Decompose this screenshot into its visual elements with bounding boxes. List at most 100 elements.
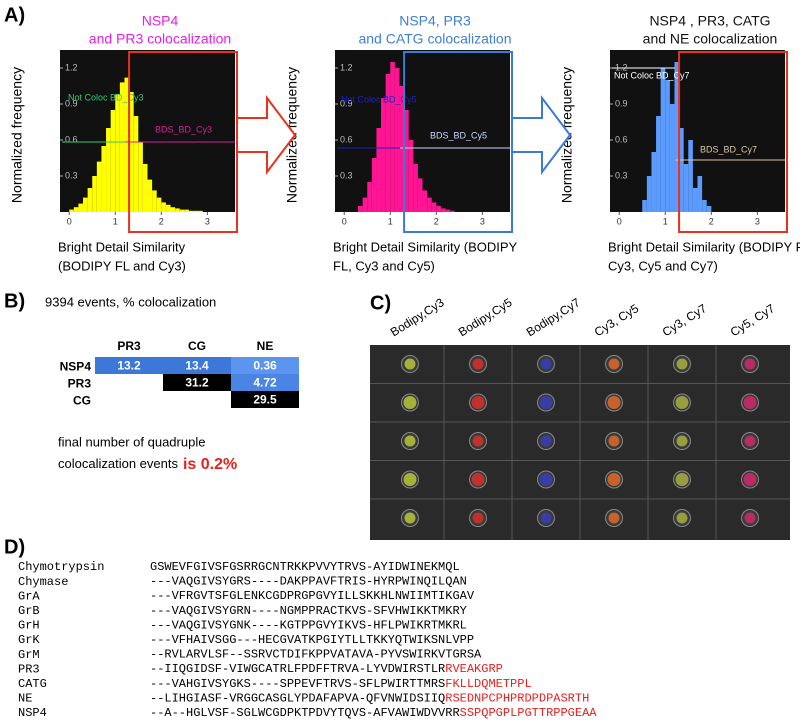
histogram-bar (106, 128, 111, 212)
histogram-bar (133, 116, 139, 212)
histogram-bar (198, 210, 203, 212)
histogram-bar (78, 203, 84, 212)
histogram-bar (381, 98, 386, 212)
cell-value: 29.5 (253, 393, 277, 407)
cell-stain (404, 435, 416, 447)
row-header: PR3 (68, 377, 92, 391)
histogram-bar (119, 82, 125, 213)
sequence: ---VAHGIVSYGKS----SPPEVFTRVS-SFLPWIRTTMR… (150, 677, 445, 691)
cell-stain (744, 512, 756, 524)
sequence-line: --LIHGIASF-VRGGCASGLYPDAFAPVA-QFVNWIDSII… (150, 692, 589, 706)
column-header: PR3 (117, 339, 141, 353)
note-highlight: is 0.2% (183, 456, 237, 473)
row-header: NSP4 (60, 360, 92, 374)
sequence-name: NSP4 (18, 706, 47, 720)
cell-stain (403, 396, 417, 409)
x-axis-label: FL, Cy3 and Cy5) (333, 258, 435, 273)
sequence: --A--HGLVSF-SGLWCGDPKTPDVYTQVS-AFVAWIWDV… (150, 706, 460, 720)
x-axis-label: Bright Detail Similarity (BODIPY (333, 239, 518, 254)
sequence-line: ---VAQGIVSYGNK----KGTPPGVYIKVS-HFLPWIKRT… (150, 619, 467, 633)
histogram-bar (706, 206, 712, 212)
panel-label: B) (4, 290, 25, 312)
cell-stain (675, 473, 689, 486)
histogram-bar (142, 164, 148, 212)
histogram-bar (73, 207, 79, 212)
x-axis-label: Bright Detail Similarity (58, 239, 186, 254)
histogram-bar (702, 200, 707, 212)
cell-value: 31.2 (185, 376, 209, 390)
histogram-bar (362, 197, 368, 212)
sequence: ---VAQGIVSYGNK----KGTPPGVYIKVS-HFLPWIKRT… (150, 619, 467, 633)
histogram-bar (422, 190, 428, 212)
histogram-bar (92, 176, 97, 212)
x-tick-label: 0 (617, 216, 622, 226)
cell-stain (539, 473, 553, 486)
x-tick-label: 2 (434, 216, 439, 226)
histogram-bar (193, 210, 199, 212)
histogram-bar (170, 207, 176, 212)
y-tick-label: 0.3 (65, 170, 78, 180)
chart-title: and PR3 colocalization (89, 31, 231, 47)
histogram-bar (87, 188, 93, 212)
cell-stain (403, 473, 417, 486)
histogram-bar (679, 128, 684, 212)
histogram-bar (656, 116, 661, 212)
sequence-line: ---VAQGIVSYGRN----NGMPPRACTKVS-SFVHWIKKT… (150, 604, 467, 618)
cell-stain (743, 396, 757, 409)
histogram-bar (188, 210, 194, 212)
sequence: ---VAQGIVSYGRS----DAKPPAVFTRIS-HYRPWINQI… (150, 575, 467, 589)
histogram-bar (69, 209, 74, 212)
histogram-bar (101, 146, 107, 212)
histogram-bar (110, 110, 116, 212)
cell-stain (675, 396, 689, 409)
histogram-bar (683, 164, 689, 212)
row-header: CG (73, 394, 91, 408)
x-tick-label: 2 (709, 216, 714, 226)
sequence-line: ---VFRGVTSFGLENKCGDPRGPGVYILLSKKHLNWIIMT… (150, 589, 475, 603)
sequence-line: ---VAQGIVSYGRS----DAKPPAVFTRIS-HYRPWINQI… (150, 575, 467, 589)
sequence-name: GrM (18, 648, 40, 662)
arrow (236, 95, 297, 175)
sequence-name: GrA (18, 589, 40, 603)
table-cell (95, 357, 163, 374)
sequence-tail: RSEDNPCPHPRDPDPASRTH (445, 692, 589, 706)
table-cell (163, 357, 231, 374)
cell-stain (744, 358, 756, 370)
sequence: --RVLARVLSF--SSRVCTDIFKPPVATAVA-PYVSWIRK… (150, 648, 482, 662)
histogram-bar (179, 209, 185, 212)
histogram-bar (124, 77, 130, 212)
y-tick-label: 0.9 (65, 98, 78, 108)
sequence-name: PR3 (18, 662, 40, 676)
panel-label: D) (4, 536, 25, 558)
x-tick-label: 3 (480, 216, 485, 226)
cell-stain (608, 435, 620, 447)
x-axis-label: Cy3, Cy5 and Cy7) (608, 258, 718, 273)
x-axis-label: Bright Detail Similarity (BODIPY FL, (608, 239, 800, 254)
sequence-name: GrH (18, 619, 40, 633)
sequence: GSWEVFGIVSFGSRRGCNTRKKPVVYTRVS-AYIDWINEK… (150, 560, 460, 574)
cell-stain (472, 512, 484, 524)
panel-label: A) (4, 4, 25, 26)
sequence: --LIHGIASF-VRGGCASGLYPDAFAPVA-QFVNWIDSII… (150, 692, 445, 706)
column-header: Cy3, Cy5 (592, 301, 642, 339)
column-header: Bodipy,Cy7 (524, 295, 583, 339)
histogram-bar (138, 142, 143, 212)
x-tick-label: 0 (67, 216, 72, 226)
histogram-bar (165, 204, 171, 212)
histogram-bar (129, 92, 134, 212)
sequence-line: --IIQGIDSF-VIWGCATRLFPDFFTRVA-LYVDWIRSTL… (150, 662, 503, 676)
cell-stain (607, 396, 621, 409)
gate-label: BDS_BD_Cy3 (155, 124, 212, 134)
column-header: Cy3, Cy7 (660, 301, 710, 339)
histogram-bar (376, 128, 382, 212)
table-cell (231, 357, 299, 374)
y-tick-label: 0.6 (615, 134, 628, 144)
sequence-name: Chymotrypsin (18, 560, 104, 574)
x-tick-label: 2 (159, 216, 164, 226)
sequence-tail: FKLLDQMETPPL (445, 677, 531, 691)
histogram-bar (665, 80, 670, 212)
histogram-bar (83, 197, 88, 212)
table-cell (163, 374, 231, 391)
histogram-bar (431, 202, 437, 212)
